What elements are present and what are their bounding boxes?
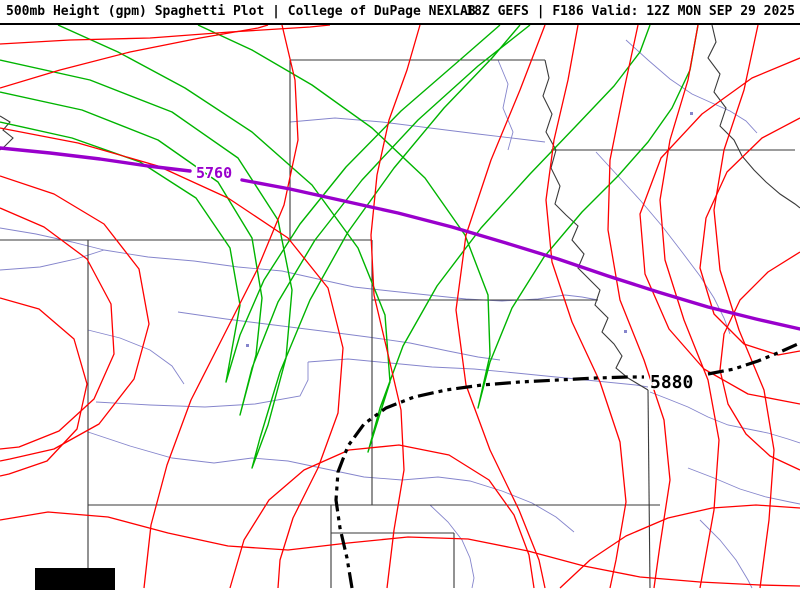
city-marker — [246, 344, 249, 347]
red-ensemble-member-line — [143, 25, 299, 589]
green-ensemble-member-line — [0, 25, 521, 469]
river-line — [95, 362, 309, 408]
purple-5760-contour-line — [0, 146, 192, 173]
river-line — [687, 467, 800, 505]
state-border-line — [707, 25, 800, 209]
green-ensemble-member-line — [0, 25, 531, 416]
city-markers-layer — [246, 112, 693, 347]
red-ensemble-member-line — [699, 117, 800, 356]
black-5880-contour-line — [334, 375, 644, 589]
river-line — [177, 311, 501, 361]
black-contour-layer — [334, 341, 800, 589]
red-ensemble-member-line — [0, 511, 800, 587]
green-ensemble-member-line — [197, 25, 699, 409]
river-line — [103, 249, 599, 302]
red-ensemble-member-line — [719, 251, 800, 471]
run-valid-time: 18Z GEFS | F186 Valid: 12Z MON SEP 29 20… — [466, 4, 795, 19]
logo-box — [35, 568, 115, 590]
river-line — [497, 59, 514, 151]
rivers-layer — [0, 39, 800, 589]
river-line — [87, 431, 575, 533]
black-5880-contour-line — [707, 341, 800, 376]
river-line — [87, 329, 185, 385]
purple-5760-contour-line — [240, 178, 800, 331]
state-border-line — [647, 389, 651, 589]
city-marker — [690, 112, 693, 115]
river-line — [0, 249, 105, 271]
red-ensemble-member-line — [0, 25, 269, 89]
red-ensemble-member-line — [545, 25, 627, 589]
red-ensemble-member-line — [229, 444, 535, 589]
red-ensemble-member-line — [0, 297, 88, 477]
green-ensemble-member-line — [0, 25, 501, 383]
red-ensemble-member-line — [713, 25, 775, 589]
state-border-line — [0, 115, 14, 151]
river-line — [307, 358, 649, 388]
red-ensemble-member-line — [639, 57, 800, 405]
river-line — [649, 391, 800, 444]
purple-contour-layer — [0, 146, 800, 331]
river-line — [289, 117, 546, 143]
contour-label-5880: 5880 — [650, 372, 693, 393]
title-bar: 500mb Height (gpm) Spaghetti Plot | Coll… — [0, 0, 800, 25]
red-ensemble-member-line — [559, 504, 800, 589]
red-ensemble-member-line — [455, 25, 546, 589]
river-line — [699, 519, 753, 589]
river-line — [429, 504, 475, 589]
red-ensemble-member-line — [0, 25, 331, 45]
green-ensemble-member-line — [57, 25, 651, 453]
red-ensemble-member-line — [370, 25, 421, 589]
plot-title: 500mb Height (gpm) Spaghetti Plot | Coll… — [6, 4, 476, 19]
river-line — [625, 39, 758, 134]
state-border-line — [542, 59, 649, 391]
red-ensemble-member-line — [0, 127, 344, 589]
red-ensemble-member-line — [0, 175, 150, 462]
red-ensemble-member-line — [607, 25, 671, 589]
city-marker — [624, 330, 627, 333]
red-ensemble-member-line — [0, 207, 115, 450]
red-ensemble-layer — [0, 25, 800, 589]
green-ensemble-layer — [0, 25, 699, 469]
red-ensemble-member-line — [659, 25, 720, 589]
contour-label-5760: 5760 — [196, 164, 232, 182]
map-canvas: 5760 5880 — [0, 25, 800, 590]
